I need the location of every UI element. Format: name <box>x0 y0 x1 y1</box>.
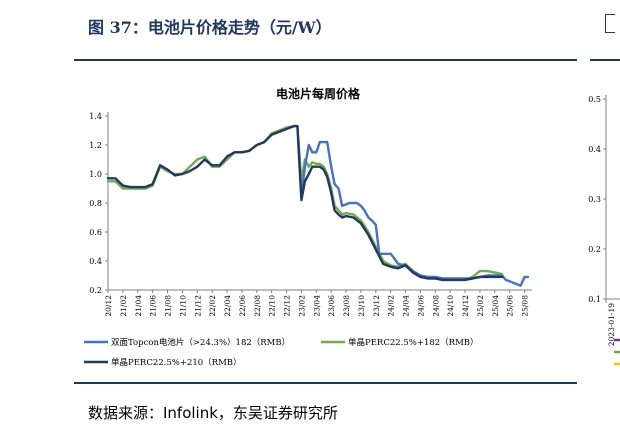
figure-bottom-rule <box>74 382 577 384</box>
y-tick-label: 0.8 <box>89 199 102 208</box>
y-tick-label: 1.4 <box>89 112 102 121</box>
x-tick-label: 25/06 <box>506 295 515 317</box>
x-tick-label: 23/12 <box>372 295 381 317</box>
series-line-3 <box>106 124 504 282</box>
series-layer <box>106 124 530 287</box>
x-tick-label: 22/12 <box>283 295 292 317</box>
right-y-tick-label: 0.5 <box>588 95 601 104</box>
x-axis: 20/12 21/02 21/04 21/06 21/08 21/10 21/12 22/02… <box>104 289 532 317</box>
series-line-1 <box>300 140 530 287</box>
x-tick-label: 25/04 <box>491 295 500 317</box>
x-tick-label: 21/02 <box>119 295 128 317</box>
adjacent-chart-fragment: 0.5 0.4 0.3 0.2 0.1 2023-01-19 <box>588 95 620 366</box>
right-y-tick-label: 0.3 <box>588 195 601 204</box>
x-tick-label: 25/08 <box>521 295 530 317</box>
right-y-tick-label: 0.1 <box>588 295 601 304</box>
x-tick-label: 25/02 <box>476 295 485 317</box>
x-tick-label: 24/06 <box>416 295 425 317</box>
x-tick-label: 22/02 <box>208 295 217 317</box>
chart-title: 电池片每周价格 <box>276 86 361 101</box>
x-tick-label: 24/02 <box>387 295 396 317</box>
y-tick-label: 0.6 <box>89 228 102 237</box>
x-tick-label: 23/08 <box>342 295 351 317</box>
x-tick-label: 20/12 <box>104 295 113 317</box>
y-tick-label: 1.0 <box>89 170 102 179</box>
x-tick-label: 23/06 <box>327 295 336 317</box>
y-tick-label: 1.2 <box>89 141 102 150</box>
x-tick-label: 24/04 <box>402 295 411 317</box>
right-y-tick-label: 0.2 <box>588 245 601 254</box>
right-y-tick-label: 0.4 <box>588 145 601 154</box>
next-figure-caption-fragment <box>605 14 615 33</box>
x-tick-label: 21/12 <box>193 295 202 317</box>
x-tick-label: 22/04 <box>223 295 232 317</box>
x-tick-label: 21/10 <box>178 295 187 317</box>
x-tick-label: 22/08 <box>253 295 262 317</box>
x-tick-label: 24/10 <box>446 295 455 317</box>
x-tick-label: 22/10 <box>268 295 277 317</box>
legend-label: 单晶PERC22.5%+210（RMB） <box>111 357 242 368</box>
y-tick-label: 0.2 <box>89 286 102 295</box>
legend-label: 单晶PERC22.5%+182（RMB） <box>348 337 479 348</box>
figure-caption: 图 37：电池片价格走势（元/W） <box>88 18 332 37</box>
right-x-tick-label: 2023-01-19 <box>607 303 616 346</box>
x-tick-label: 23/04 <box>312 295 321 317</box>
x-tick-label: 23/02 <box>297 295 306 317</box>
legend-label: 双面Topcon电池片（>24.3%）182（RMB） <box>111 337 290 348</box>
source-note: 数据来源：Infolink，东吴证券研究所 <box>88 404 338 422</box>
series-line-2 <box>106 124 504 282</box>
x-tick-label: 23/10 <box>357 295 366 317</box>
caption-underline <box>74 59 577 61</box>
x-tick-label: 24/08 <box>431 295 440 317</box>
next-caption-underline <box>590 59 620 61</box>
y-tick-label: 0.4 <box>89 257 102 266</box>
x-tick-label: 21/04 <box>134 295 143 317</box>
x-tick-label: 21/06 <box>149 295 158 317</box>
legend: 双面Topcon电池片（>24.3%）182（RMB） 单晶PERC22.5%+1… <box>84 337 479 368</box>
x-tick-label: 22/06 <box>238 295 247 317</box>
y-axis: 0.2 0.4 0.6 0.8 1.0 1.2 1.4 <box>89 112 109 295</box>
x-tick-label: 24/12 <box>461 295 470 317</box>
x-tick-label: 21/08 <box>164 295 173 317</box>
